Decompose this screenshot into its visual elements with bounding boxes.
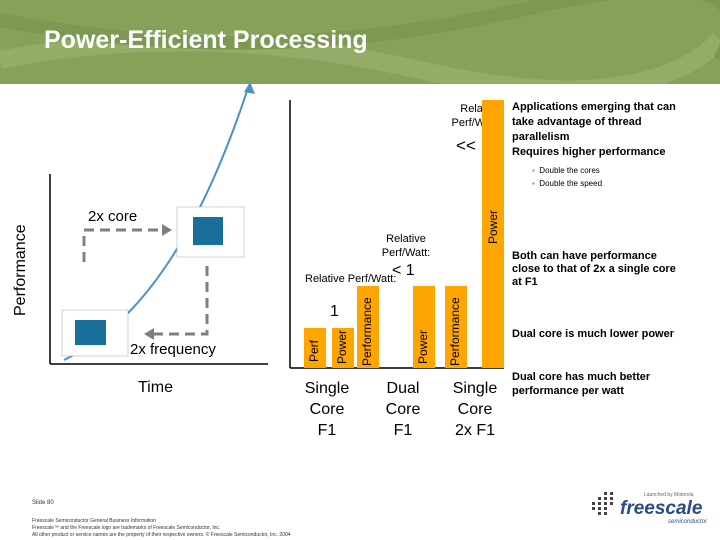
single-caption-line3: F1 — [317, 422, 337, 439]
logo-subtitle: semiconductor — [668, 519, 708, 525]
right-note-1-line2: close to that of 2x a single core — [512, 263, 676, 275]
label-2x-frequency: 2x frequency — [130, 341, 216, 358]
bullet-text-2: Double the speed — [539, 179, 603, 188]
right-heading-line2: take advantage of thread — [512, 116, 642, 128]
right-note-3-line1: Dual core has much better — [512, 371, 651, 383]
single2x-ratio-value: << 1 — [456, 136, 491, 155]
dual-power-label: Power — [416, 329, 430, 364]
bullet-icon: ▪ — [532, 179, 535, 188]
logo-tagline: Launched by Motorola — [644, 492, 694, 498]
page-title: Power-Efficient Processing — [44, 26, 368, 54]
bullet-item-2: ▪ Double the speed — [532, 177, 602, 190]
right-heading: Applications emerging that can take adva… — [512, 100, 676, 160]
single2x-caption-line1: Single — [452, 380, 498, 397]
single-ratio-value: 1 — [330, 303, 339, 320]
right-note-3-line2: performance per watt — [512, 385, 624, 397]
right-note-3: Dual core has much better performance pe… — [512, 370, 650, 398]
single-perf-bar — [304, 328, 326, 368]
dual-performance-label: Performance — [360, 297, 374, 366]
right-bullets: ▪ Double the cores ▪ Double the speed — [532, 164, 602, 190]
bullet-text-1: Double the cores — [539, 166, 600, 175]
single2x-power-bar — [482, 100, 504, 368]
single-perf-label: Perf — [307, 339, 321, 362]
logo-dots-icon — [592, 492, 613, 515]
label-2x-core: 2x core — [88, 208, 138, 225]
single2x-caption-line3: 2x F1 — [454, 422, 495, 439]
single-caption-line1: Single — [304, 380, 350, 397]
single-power-label: Power — [335, 329, 349, 364]
dual-performance-bar — [357, 286, 379, 368]
logo-wordmark: freescale — [620, 498, 703, 519]
footer-line-3: All other product or service names are t… — [32, 532, 291, 538]
right-heading-line4: Requires higher performance — [512, 146, 666, 158]
footer-line-1: Freescale Semiconductor General Business… — [32, 518, 156, 524]
dual-ratio-label: Relative Perf/Watt: — [381, 233, 431, 259]
x-axis-label: Time — [138, 379, 173, 396]
single2x-performance-bar — [445, 286, 467, 368]
slide-number: Slide 80 — [32, 500, 54, 506]
dual-ratio-value: < 1 — [392, 262, 415, 279]
bullet-item-1: ▪ Double the cores — [532, 164, 602, 177]
right-heading-line1: Applications emerging that can — [512, 101, 676, 113]
single-caption-line2: Core — [309, 401, 345, 418]
single2x-power-label: Power — [486, 209, 500, 244]
single2x-performance-label: Performance — [448, 297, 462, 366]
dual-caption-line2: Core — [385, 401, 421, 418]
right-note-1-line3: at F1 — [512, 276, 538, 288]
header-banner: Power-Efficient Processing — [0, 0, 720, 84]
right-note-1-line1: Both can have performance — [512, 250, 657, 262]
bullet-icon: ▪ — [532, 166, 535, 175]
dual-caption: Dual Core F1 — [378, 378, 428, 441]
single2x-caption-line2: Core — [457, 401, 493, 418]
dual-power-bar — [413, 286, 435, 368]
freescale-logo: Launched by Motorola freescale semicondu… — [572, 486, 712, 526]
single-ratio-label: Relative Perf/Watt: — [305, 273, 397, 285]
dual-caption-line3: F1 — [393, 422, 413, 439]
single2x-caption: Single Core 2x F1 — [446, 378, 504, 441]
single-caption: Single Core F1 — [302, 378, 352, 441]
right-note-1: Both can have performance close to that … — [512, 250, 676, 289]
left-graph — [49, 84, 268, 365]
right-note-2: Dual core is much lower power — [512, 328, 674, 340]
dual-caption-line1: Dual — [386, 380, 420, 397]
right-heading-line3: parallelism — [512, 131, 570, 143]
header-texture — [0, 0, 720, 84]
footer-line-2: Freescale™ and the Freescale logo are tr… — [32, 525, 221, 531]
single-power-bar — [332, 328, 354, 368]
